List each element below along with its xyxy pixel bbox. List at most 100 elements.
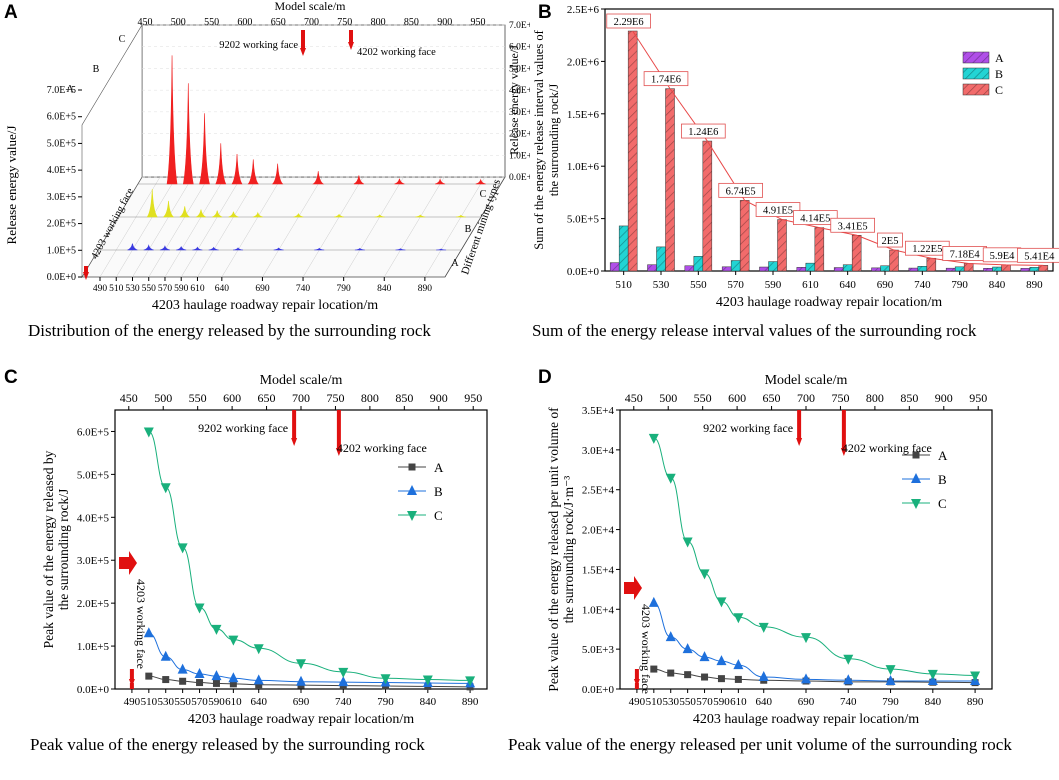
y-tick-label-d: 1.0E+4: [582, 604, 615, 616]
x-tick-label-d: 740: [840, 696, 857, 708]
z-tick-label-a: 2.0E+5: [47, 219, 76, 230]
floor-grid-a: [148, 176, 209, 278]
floor-grid-a: [343, 176, 404, 278]
x-tick-label-b: 690: [877, 279, 894, 291]
top-tick-label-c: 950: [464, 391, 482, 405]
peak-a-a: [208, 246, 219, 251]
floor-grid-a: [132, 176, 193, 278]
y-tick-label-a: B: [465, 224, 472, 235]
top-tick-label-d: 600: [728, 391, 746, 405]
x-tick-label-d: 610: [730, 696, 747, 708]
x-tick-label-d: 790: [882, 696, 899, 708]
x-tick-label-a: 890: [418, 284, 433, 294]
legend-label-b-b: B: [995, 67, 1003, 81]
peak-a-a: [395, 248, 406, 251]
y-tick-label-b: 0.0E+0: [567, 266, 600, 278]
x-tick-label-c: 550: [174, 696, 191, 708]
x-tick-label-d: 840: [925, 696, 942, 708]
x-tick-label-c: 610: [225, 696, 242, 708]
annotation-4202-a: 4202 working face: [357, 47, 436, 58]
peak-a-b: [252, 211, 263, 218]
y-tick-label-c: 5.0E+5: [77, 469, 110, 481]
chart-d: 490 510 530 550 570 590 610 640 690 740 790 840 8904…: [546, 373, 993, 727]
x-tick-label-b: 510: [615, 279, 632, 291]
data-point-c-b: [253, 674, 264, 685]
top-tick-label-c: 750: [326, 391, 344, 405]
top-tick-label-d: 850: [900, 391, 918, 405]
x-tick-label-c: 490: [124, 696, 141, 708]
x-tick-label-c: 840: [420, 696, 437, 708]
data-point-d-a: [650, 665, 658, 673]
floor-grid-a: [262, 176, 323, 278]
x-tick-label-a: 740: [296, 284, 311, 294]
data-point-c-b: [211, 670, 222, 681]
top-tick-label-d: 950: [969, 391, 987, 405]
data-label-b: 6.74E5: [726, 186, 756, 197]
top-tick-label-c: 600: [223, 391, 241, 405]
arrow-4203-d: [624, 576, 642, 600]
chart-b: 0.0E+0 5.0E+5 1.0E+6 1.5E+6 2.0E+6 2.5E+6 Sum …: [532, 4, 1059, 310]
legend-swatch-b-c: [962, 83, 990, 96]
data-label-b: 1.22E5: [912, 244, 942, 255]
data-point-d-c: [733, 613, 744, 624]
y-axis-title-b: Sum of the energy release interval value…: [532, 29, 546, 249]
data-point-d-c: [843, 654, 854, 665]
data-point-d-b: [716, 655, 727, 666]
peak-a-a: [159, 245, 170, 251]
z-tick-label-a: 0.0E+0: [47, 272, 76, 283]
data-point-c-c: [160, 483, 171, 494]
arrow-490-a: [83, 266, 89, 280]
series-line-d-c: [653, 437, 976, 676]
panel-label-b: B: [538, 2, 552, 23]
data-point-c-a: [196, 679, 204, 687]
data-label-b: 7.18E4: [950, 249, 981, 260]
y-tick-label-d: 5.0E+3: [582, 644, 615, 656]
peak-a-b: [146, 189, 158, 218]
top-tick-label-a: 900: [437, 17, 452, 28]
peak-a-b: [415, 214, 426, 218]
x-tick-label-a: 840: [377, 284, 392, 294]
data-label-box-b: [606, 13, 651, 29]
top-axis-title-c: Model scale/m: [260, 373, 343, 388]
data-point-c-a: [179, 677, 187, 685]
peak-a-b: [455, 214, 466, 218]
data-point-d-b: [648, 596, 659, 607]
peak-a-c: [182, 83, 194, 185]
x-axis-title-a: 4203 haulage roadway repair location/m: [152, 298, 378, 313]
data-point-d-b: [885, 675, 896, 686]
peak-a-a: [143, 244, 154, 251]
z-tick-label-a: 7.0E+5: [47, 85, 76, 96]
top-tick-label-d: 450: [625, 391, 643, 405]
z-tick-label-a: 1.0E+5: [47, 245, 76, 256]
data-label-box-b: [643, 71, 689, 87]
peak-a-c: [215, 143, 227, 185]
panel-label-c: C: [4, 367, 18, 388]
data-point-d-c: [716, 597, 727, 608]
y-tick-label-b: 1.0E+6: [567, 161, 600, 173]
peak-a-b: [374, 214, 385, 218]
legend-marker-c-a: [408, 463, 416, 471]
legend-marker-d-c: [911, 499, 921, 509]
x-tick-label-b: 740: [914, 279, 931, 291]
x-tick-label-c: 570: [191, 696, 208, 708]
annotation-9202-c: 9202 working face: [198, 421, 288, 435]
data-point-d-c: [665, 473, 676, 484]
top-tick-label-d: 500: [659, 391, 677, 405]
data-label-box-b: [830, 217, 875, 233]
y-tick-label-b: 2.0E+6: [567, 56, 600, 68]
top-tick-label-a: 700: [304, 17, 319, 28]
data-label-box-b: [1017, 247, 1059, 263]
peak-a-a: [273, 247, 284, 251]
x-tick-label-c: 690: [293, 696, 310, 708]
peak-a-a: [127, 243, 138, 251]
data-point-c-b: [296, 675, 306, 686]
caption-d: Peak value of the energy released per un…: [508, 735, 1012, 754]
x-tick-label-a: 690: [255, 284, 270, 294]
x-tick-label-d: 690: [798, 696, 815, 708]
data-point-c-b: [228, 672, 239, 683]
x-tick-label-c: 640: [250, 696, 267, 708]
chart-a: 490 510 530 550 570 590 610 640 690 740 790 840 8904…: [4, 0, 530, 313]
z-tick-label-a: 3.0E+5: [47, 192, 76, 203]
back-z-tick-label-a: 3.0E+5: [509, 108, 530, 118]
left-y-tick-label-a: C: [119, 34, 126, 45]
